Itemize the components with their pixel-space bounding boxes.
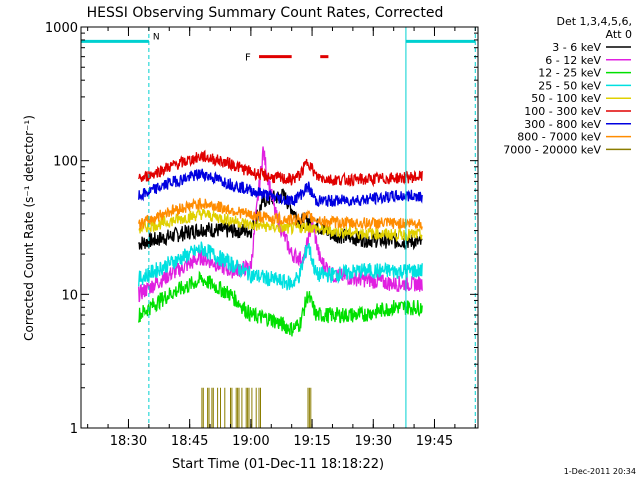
legend-entry-label: 7000 - 20000 keV <box>503 143 601 156</box>
y-tick-label: 100 <box>53 155 78 170</box>
series-line-800-7000kev <box>138 197 423 231</box>
legend-entry-label: 12 - 25 keV <box>538 67 601 80</box>
axes-layer: 1 10 100 1000 18:30 18:45 19:00 19:15 19:30 19:45 <box>45 21 479 449</box>
series-line-25-50kev <box>138 241 423 291</box>
legend-entry-label: 800 - 7000 keV <box>517 131 601 144</box>
timestamp-label: 1-Dec-2011 20:34 <box>564 467 636 476</box>
legend-entry-label: 50 - 100 keV <box>531 92 601 105</box>
legend-header-line-1: Det 1,3,4,5,6, <box>556 15 632 28</box>
series-layer <box>138 146 423 428</box>
series-line-12-25kev <box>138 270 423 337</box>
y-tick-label: 10 <box>61 288 78 303</box>
y-tick-label: 1000 <box>45 21 78 36</box>
night-marker-label: N <box>153 32 160 42</box>
x-tick-label: 19:15 <box>293 434 330 449</box>
x-tick-label: 19:45 <box>416 434 453 449</box>
legend-header-line-2: Att 0 <box>606 28 632 41</box>
x-tick-label: 19:30 <box>355 434 392 449</box>
legend-entry-label: 3 - 6 keV <box>552 41 601 54</box>
flare-marker-label: F <box>245 53 251 64</box>
legend-entry-label: 100 - 300 keV <box>524 105 601 118</box>
plot-frame <box>80 26 479 429</box>
series-line-7000-20000-kev <box>201 387 312 428</box>
legend-header: Det 1,3,4,5,6, Att 0 <box>556 15 632 41</box>
chart-title: HESSI Observing Summary Count Rates, Cor… <box>87 5 444 21</box>
x-tick-label: 18:30 <box>110 434 147 449</box>
x-tick-label: 19:00 <box>232 434 269 449</box>
y-axis-label: Corrected Count Rate (s⁻¹ detector⁻¹) <box>22 115 36 341</box>
series-line-300-800kev <box>138 168 423 208</box>
y-tick-label: 1 <box>70 422 78 437</box>
x-axis-label: Start Time (01-Dec-11 18:18:22) <box>172 457 384 472</box>
x-tick-label: 18:45 <box>171 434 208 449</box>
series-line-50-100kev <box>138 208 423 243</box>
legend-entry-label: 25 - 50 keV <box>538 79 601 92</box>
legend-entry-label: 300 - 800 keV <box>524 118 601 131</box>
series-line-100-300kev <box>138 149 423 188</box>
legend-entry-label: 6 - 12 keV <box>545 54 601 67</box>
